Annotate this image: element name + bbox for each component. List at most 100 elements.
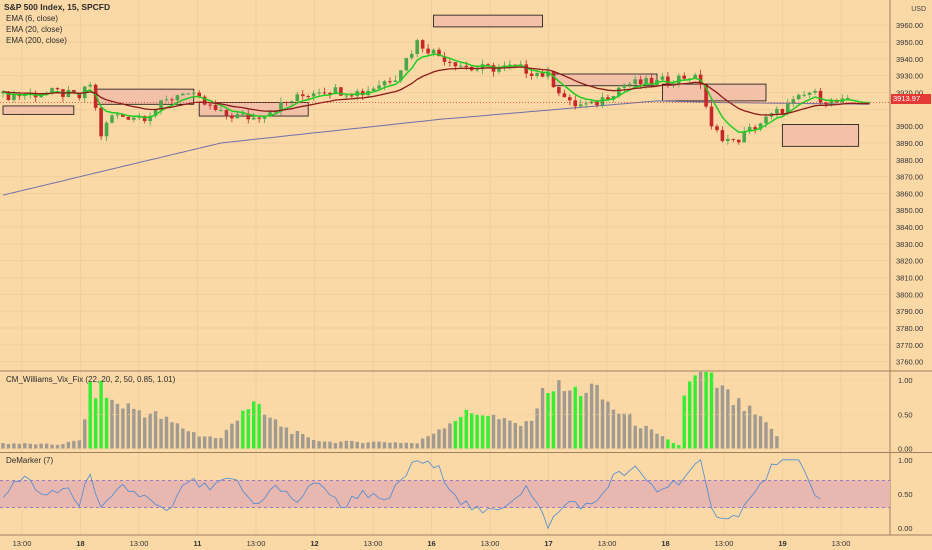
candle	[720, 130, 725, 142]
vixfix-bar	[72, 440, 76, 449]
candle	[633, 79, 637, 85]
candle	[736, 139, 741, 143]
candle	[339, 87, 343, 96]
vixfix-bar	[66, 441, 71, 449]
candle	[88, 84, 92, 87]
vixfix-bar	[753, 414, 757, 449]
candle	[273, 111, 278, 113]
vixfix-bar	[306, 437, 310, 449]
candle	[284, 101, 289, 103]
candle	[202, 96, 207, 105]
vixfix-bar	[540, 387, 545, 449]
candle	[475, 69, 479, 71]
price-tick-label: 3930.00	[896, 72, 923, 81]
demarker-band	[0, 480, 890, 508]
vixfix-bar	[426, 436, 430, 449]
vixfix-bar	[731, 405, 735, 449]
vixfix-bar	[617, 413, 621, 449]
vixfix-bar	[747, 405, 752, 449]
candle	[813, 90, 817, 93]
vixfix-bar	[698, 372, 703, 449]
candle	[796, 94, 801, 100]
candle	[845, 98, 850, 100]
candle	[611, 96, 616, 100]
vixfix-bar	[311, 439, 316, 449]
price-tick-label: 3790.00	[896, 307, 923, 316]
candle	[600, 97, 605, 106]
time-tick-label: 13:00	[832, 539, 851, 548]
vixfix-bar	[104, 397, 109, 449]
vixfix-bar	[655, 433, 659, 449]
price-tick-label: 3810.00	[896, 274, 923, 283]
price-tick-label: 3800.00	[896, 290, 923, 299]
candle	[535, 72, 539, 76]
candle	[104, 122, 109, 137]
vixfix-bar	[39, 443, 43, 449]
candle	[818, 90, 823, 103]
price-tick-label: 3960.00	[896, 21, 923, 30]
price-tick-label: 3860.00	[896, 189, 923, 198]
candle	[6, 91, 11, 100]
vixfix-bar	[197, 436, 201, 449]
candle	[775, 108, 779, 114]
candle	[791, 99, 796, 104]
candle	[437, 49, 441, 57]
candle	[213, 104, 218, 111]
candle	[300, 94, 305, 97]
vixfix-bar	[284, 427, 289, 449]
vixfix-bar	[660, 436, 665, 449]
candle	[246, 113, 251, 120]
vixfix-bar	[628, 413, 632, 449]
candle	[404, 57, 409, 71]
candle	[693, 74, 697, 79]
vixfix-bar	[693, 375, 697, 449]
candle	[480, 64, 485, 70]
candle	[235, 114, 240, 119]
demarker-tick-label: 0.50	[898, 490, 913, 499]
vixfix-bar	[126, 403, 131, 449]
price-tick-label: 3870.00	[896, 173, 923, 182]
candle	[568, 97, 572, 101]
price-tick-label: 3950.00	[896, 38, 923, 47]
time-tick-label: 16	[427, 539, 435, 548]
vixfix-bar	[192, 432, 196, 449]
candle	[731, 138, 736, 140]
candle	[807, 92, 812, 95]
vixfix-bar	[584, 392, 588, 449]
candle	[704, 84, 708, 107]
vixfix-bar	[1, 443, 5, 449]
vixfix-bar	[562, 391, 567, 449]
vixfix-bar	[93, 398, 98, 449]
vixfix-bar	[666, 439, 670, 449]
vixfix-bar	[638, 428, 643, 449]
vixfix-bar	[726, 389, 730, 449]
vixfix-bar	[88, 381, 92, 449]
candle	[715, 126, 719, 131]
vixfix-bar	[579, 396, 583, 449]
vixfix-bar	[775, 436, 779, 449]
vixfix-bar	[371, 441, 376, 449]
vixfix-bar	[459, 416, 463, 449]
vixfix-bar	[322, 441, 327, 449]
price-tick-label: 3760.00	[896, 358, 923, 367]
candle	[371, 88, 376, 91]
candle	[758, 123, 763, 130]
ema20-label: EMA (20, close)	[6, 25, 63, 34]
time-tick-label: 13:00	[13, 539, 32, 548]
vixfix-bar	[273, 419, 278, 449]
candle	[164, 99, 169, 101]
candle	[638, 79, 643, 85]
vixfix-bar	[529, 420, 534, 449]
candle	[290, 101, 294, 103]
vixfix-label: CM_Williams_Vix_Fix (22, 20, 2, 50, 0.85…	[6, 375, 176, 384]
candle	[322, 92, 327, 94]
vixfix-bar	[137, 410, 141, 449]
candle	[306, 96, 310, 98]
candle	[39, 95, 43, 98]
candle	[426, 48, 430, 54]
candle	[649, 77, 654, 86]
price-tick-label: 3890.00	[896, 139, 923, 148]
vixfix-bar	[404, 442, 408, 449]
candle	[344, 95, 349, 97]
